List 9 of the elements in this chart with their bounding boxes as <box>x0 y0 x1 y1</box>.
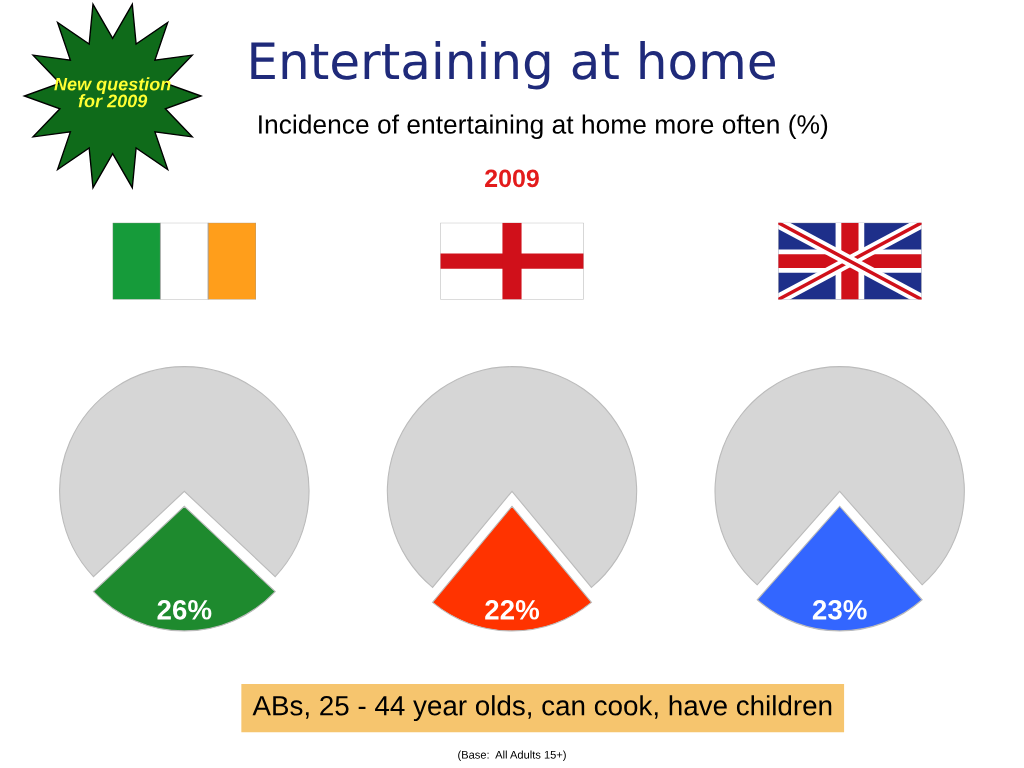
text: Incidence of entertaining at home more often (%) <box>259 114 828 140</box>
text: 2009 <box>485 169 539 188</box>
text: (Base: All Adults 15+) <box>458 750 566 761</box>
data-label: 26% <box>157 600 212 620</box>
text: ABs, 25 - 44 year olds, can cook, have children <box>252 695 832 722</box>
data-label: 23% <box>812 600 867 620</box>
text: Entertaining at home <box>251 41 775 90</box>
data-label: 22% <box>485 600 540 620</box>
text: New question for 2009 <box>54 77 171 108</box>
